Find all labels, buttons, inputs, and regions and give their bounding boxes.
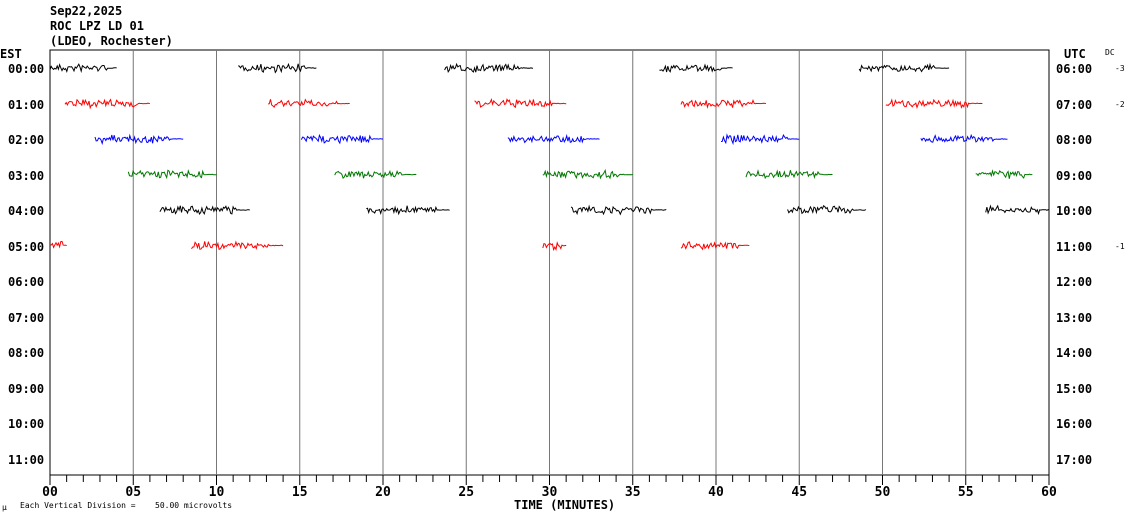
left-time-label: 10:00 [8,417,45,431]
x-tick-label: 45 [791,485,807,500]
trace-segment [127,169,217,180]
x-tick-label: 60 [1041,485,1057,500]
trace-segment [191,240,284,251]
x-tick-label: 55 [958,485,974,500]
x-tick-label: 25 [458,485,474,500]
trace-segment [300,133,383,145]
left-time-label: 03:00 [8,168,45,183]
right-time-label: 12:00 [1056,275,1093,289]
left-time-label: 06:00 [8,275,45,289]
left-timezone: EST [0,47,22,61]
trace-segment [542,241,567,252]
left-time-label: 08:00 [8,346,45,360]
trace-segment [985,204,1050,216]
trace-segment [444,62,534,74]
trace-segment [720,133,800,146]
trace-segment [267,98,350,108]
x-tick-label: 35 [625,485,641,500]
x-tick-label: 50 [875,485,891,500]
station-name: ROC LPZ LD 01 [50,19,144,33]
trace-segment [885,98,983,110]
trace-segment [94,133,184,146]
x-tick-label: 40 [708,485,724,500]
right-time-label: 10:00 [1056,204,1093,218]
x-tick-label: 05 [125,485,141,500]
left-time-label: 09:00 [8,381,45,396]
left-time-label: 07:00 [8,310,45,325]
right-time-label: 17:00 [1056,452,1093,467]
x-tick-label: 20 [375,485,391,500]
dc-offset: -3 [1115,64,1125,73]
x-tick-label: 10 [209,485,225,500]
dc-offset: -1 [1115,241,1125,251]
left-time-label: 00:00 [8,62,45,76]
right-time-label: 13:00 [1056,310,1093,325]
right-time-label: 07:00 [1056,97,1093,112]
right-time-label: 15:00 [1056,381,1093,396]
trace-segment [787,205,867,215]
right-time-label: 16:00 [1056,417,1093,431]
trace-segment [920,133,1008,143]
right-time-label: 09:00 [1056,168,1093,183]
trace-segment [570,204,667,216]
trace-segment [474,97,567,109]
dc-offset: -2 [1115,99,1125,109]
trace-segment [975,169,1033,179]
x-axis-label: TIME (MINUTES) [514,498,616,512]
x-tick-label: 15 [292,485,308,500]
x-tick-label: 00 [42,485,58,500]
right-time-label: 06:00 [1056,62,1093,76]
trace-segment [366,205,450,216]
trace-segment [659,63,733,73]
x-tick-label: 30 [542,485,558,500]
dc-label: DC [1105,48,1115,57]
scale-value: 50.00 microvolts [155,501,233,510]
left-time-label: 04:00 [8,204,45,218]
trace-segment [64,98,150,110]
trace-segment [49,63,117,74]
left-time-label: 01:00 [8,97,45,112]
trace-segment [334,169,417,180]
left-time-label: 11:00 [8,452,45,467]
trace-segment [680,99,767,109]
right-time-label: 14:00 [1056,346,1093,360]
trace-segment [745,169,833,180]
network-name: (LDEO, Rochester) [50,34,173,48]
right-time-label: 11:00 [1056,239,1093,254]
trace-segment [542,168,633,180]
trace-segment [49,240,67,249]
trace-segment [680,241,750,251]
left-time-label: 02:00 [8,133,45,147]
trace-segment [159,205,250,216]
trace-segment [858,62,950,73]
mu-symbol: µ [2,503,7,512]
chart-date: Sep22,2025 [50,4,123,18]
trace-segment [237,62,317,74]
right-time-label: 08:00 [1056,133,1093,147]
scale-label: Each Vertical Division = [20,501,136,510]
right-timezone: UTC [1064,47,1086,61]
left-time-label: 05:00 [8,239,45,254]
trace-segment [507,133,600,144]
